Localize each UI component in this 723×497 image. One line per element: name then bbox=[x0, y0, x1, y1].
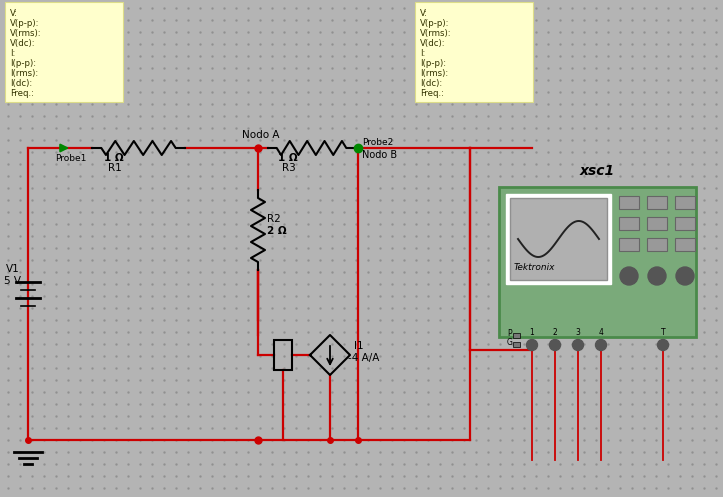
Text: T: T bbox=[661, 328, 665, 337]
Text: Tektronix: Tektronix bbox=[514, 263, 555, 272]
Text: 5 V: 5 V bbox=[4, 276, 21, 286]
FancyBboxPatch shape bbox=[499, 187, 696, 337]
Text: I(dc):: I(dc): bbox=[10, 79, 33, 87]
Text: V1: V1 bbox=[6, 264, 20, 274]
Text: 1 Ω: 1 Ω bbox=[104, 153, 124, 163]
Bar bbox=[647, 217, 667, 230]
Text: V(p-p):: V(p-p): bbox=[420, 18, 450, 27]
Text: -4 A/A: -4 A/A bbox=[348, 353, 380, 363]
Text: 4: 4 bbox=[599, 328, 604, 337]
Text: Freq.:: Freq.: bbox=[10, 88, 34, 97]
Circle shape bbox=[657, 339, 669, 350]
Text: Probe2: Probe2 bbox=[362, 138, 393, 147]
Circle shape bbox=[549, 339, 560, 350]
Text: V(rms):: V(rms): bbox=[10, 28, 42, 37]
Text: I(rms):: I(rms): bbox=[10, 69, 38, 78]
Bar bbox=[513, 333, 520, 338]
Text: I:: I: bbox=[10, 49, 15, 58]
Text: I(p-p):: I(p-p): bbox=[10, 59, 36, 68]
Text: I(p-p):: I(p-p): bbox=[420, 59, 446, 68]
Circle shape bbox=[620, 267, 638, 285]
Bar bbox=[619, 217, 639, 230]
Text: Nodo A: Nodo A bbox=[242, 130, 280, 140]
FancyBboxPatch shape bbox=[415, 2, 533, 102]
Text: V(dc):: V(dc): bbox=[10, 38, 35, 48]
Text: V(p-p):: V(p-p): bbox=[10, 18, 40, 27]
Circle shape bbox=[573, 339, 583, 350]
Text: Nodo B: Nodo B bbox=[362, 150, 397, 160]
Text: V:: V: bbox=[10, 8, 18, 17]
Text: Probe1: Probe1 bbox=[55, 154, 86, 163]
Bar bbox=[619, 196, 639, 209]
Text: I(dc):: I(dc): bbox=[420, 79, 442, 87]
Circle shape bbox=[676, 267, 694, 285]
Circle shape bbox=[526, 339, 537, 350]
Bar bbox=[647, 238, 667, 251]
Bar bbox=[506, 194, 611, 284]
Text: Freq.:: Freq.: bbox=[420, 88, 444, 97]
FancyBboxPatch shape bbox=[5, 2, 123, 102]
Text: V(rms):: V(rms): bbox=[420, 28, 452, 37]
Bar bbox=[675, 217, 695, 230]
Text: 1: 1 bbox=[530, 328, 534, 337]
Circle shape bbox=[648, 267, 666, 285]
Bar bbox=[619, 238, 639, 251]
Bar bbox=[510, 198, 607, 280]
Text: V(dc):: V(dc): bbox=[420, 38, 445, 48]
Text: V:: V: bbox=[420, 8, 428, 17]
Text: R2: R2 bbox=[267, 214, 281, 224]
Bar bbox=[675, 238, 695, 251]
Text: xsc1: xsc1 bbox=[579, 164, 615, 178]
Text: 1 Ω: 1 Ω bbox=[278, 153, 298, 163]
Text: I:: I: bbox=[420, 49, 425, 58]
Bar bbox=[274, 340, 292, 370]
Text: G: G bbox=[507, 338, 513, 347]
Text: 2: 2 bbox=[552, 328, 557, 337]
Bar bbox=[513, 342, 520, 347]
Bar bbox=[675, 196, 695, 209]
Bar bbox=[647, 196, 667, 209]
Text: I1: I1 bbox=[354, 341, 364, 351]
Text: R3: R3 bbox=[282, 163, 296, 173]
Text: 2 Ω: 2 Ω bbox=[267, 226, 286, 236]
Circle shape bbox=[596, 339, 607, 350]
Text: 3: 3 bbox=[576, 328, 581, 337]
Text: R1: R1 bbox=[108, 163, 121, 173]
Text: I(rms):: I(rms): bbox=[420, 69, 448, 78]
Text: P: P bbox=[507, 329, 512, 338]
